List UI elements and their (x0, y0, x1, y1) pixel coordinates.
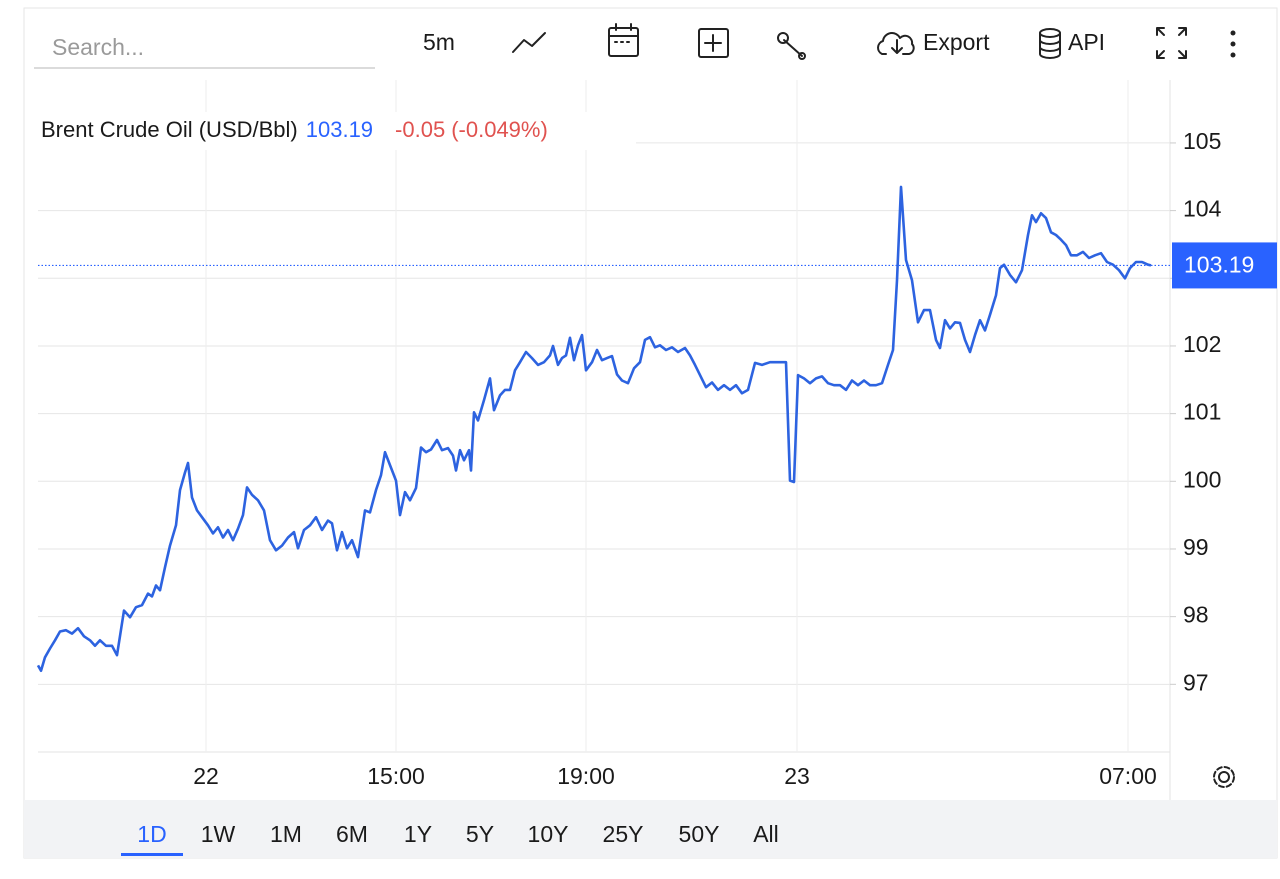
calendar-button[interactable] (608, 23, 639, 57)
last-value: 103.19 (306, 117, 373, 142)
y-tick-label: 104 (1183, 196, 1222, 222)
y-tick-label: 98 (1183, 602, 1209, 628)
legend-background (36, 112, 636, 150)
change: -0.05 (395, 117, 445, 142)
legend: Brent Crude Oil (USD/Bbl) 103.19 -0.05 (-0.… (41, 117, 548, 142)
range-bar (24, 800, 1277, 858)
range-button[interactable]: 1W (201, 821, 236, 847)
x-tick-label: 23 (784, 763, 810, 789)
y-tick-label: 105 (1183, 128, 1221, 154)
x-tick-label: 19:00 (557, 763, 615, 789)
x-tick-label: 22 (193, 763, 219, 789)
range-button[interactable]: All (753, 821, 779, 847)
export-button[interactable]: Export (877, 29, 990, 55)
range-button[interactable]: 50Y (679, 821, 720, 847)
y-tick-label: 99 (1183, 534, 1209, 560)
interval-button[interactable]: 5m (423, 29, 455, 55)
y-tick-label: 102 (1183, 331, 1221, 357)
y-tick-label: 100 (1183, 466, 1221, 492)
fullscreen-button[interactable] (1156, 27, 1187, 59)
change-percent: (-0.049%) (451, 117, 548, 142)
range-button[interactable]: 10Y (528, 821, 569, 847)
chart-title: Brent Crude Oil (USD/Bbl) (41, 117, 298, 142)
x-tick-label: 07:00 (1099, 763, 1157, 789)
price-line (36, 185, 1152, 673)
range-button[interactable]: 1D (137, 821, 166, 847)
range-button[interactable]: 5Y (466, 821, 494, 847)
last-price-tag (1172, 242, 1277, 289)
settings-tool-button[interactable] (777, 32, 806, 60)
api-label[interactable]: API (1068, 29, 1105, 55)
range-button[interactable]: 25Y (603, 821, 644, 847)
y-tick-label: 97 (1183, 669, 1209, 695)
y-tick-label: 101 (1183, 399, 1221, 425)
last-price-label: 103.19 (1184, 252, 1254, 278)
search-input[interactable]: Search... (52, 34, 144, 60)
axis-settings-button[interactable] (1213, 766, 1235, 788)
range-button[interactable]: 6M (336, 821, 368, 847)
line-type-button[interactable] (512, 32, 546, 53)
api-button[interactable]: API (1039, 28, 1105, 59)
add-button[interactable] (698, 28, 729, 58)
menu-button[interactable] (1230, 30, 1236, 58)
range-button[interactable]: 1Y (404, 821, 432, 847)
x-tick-label: 15:00 (367, 763, 425, 789)
range-button[interactable]: 1M (270, 821, 302, 847)
export-label[interactable]: Export (923, 29, 990, 55)
active-range-underline (121, 853, 183, 856)
